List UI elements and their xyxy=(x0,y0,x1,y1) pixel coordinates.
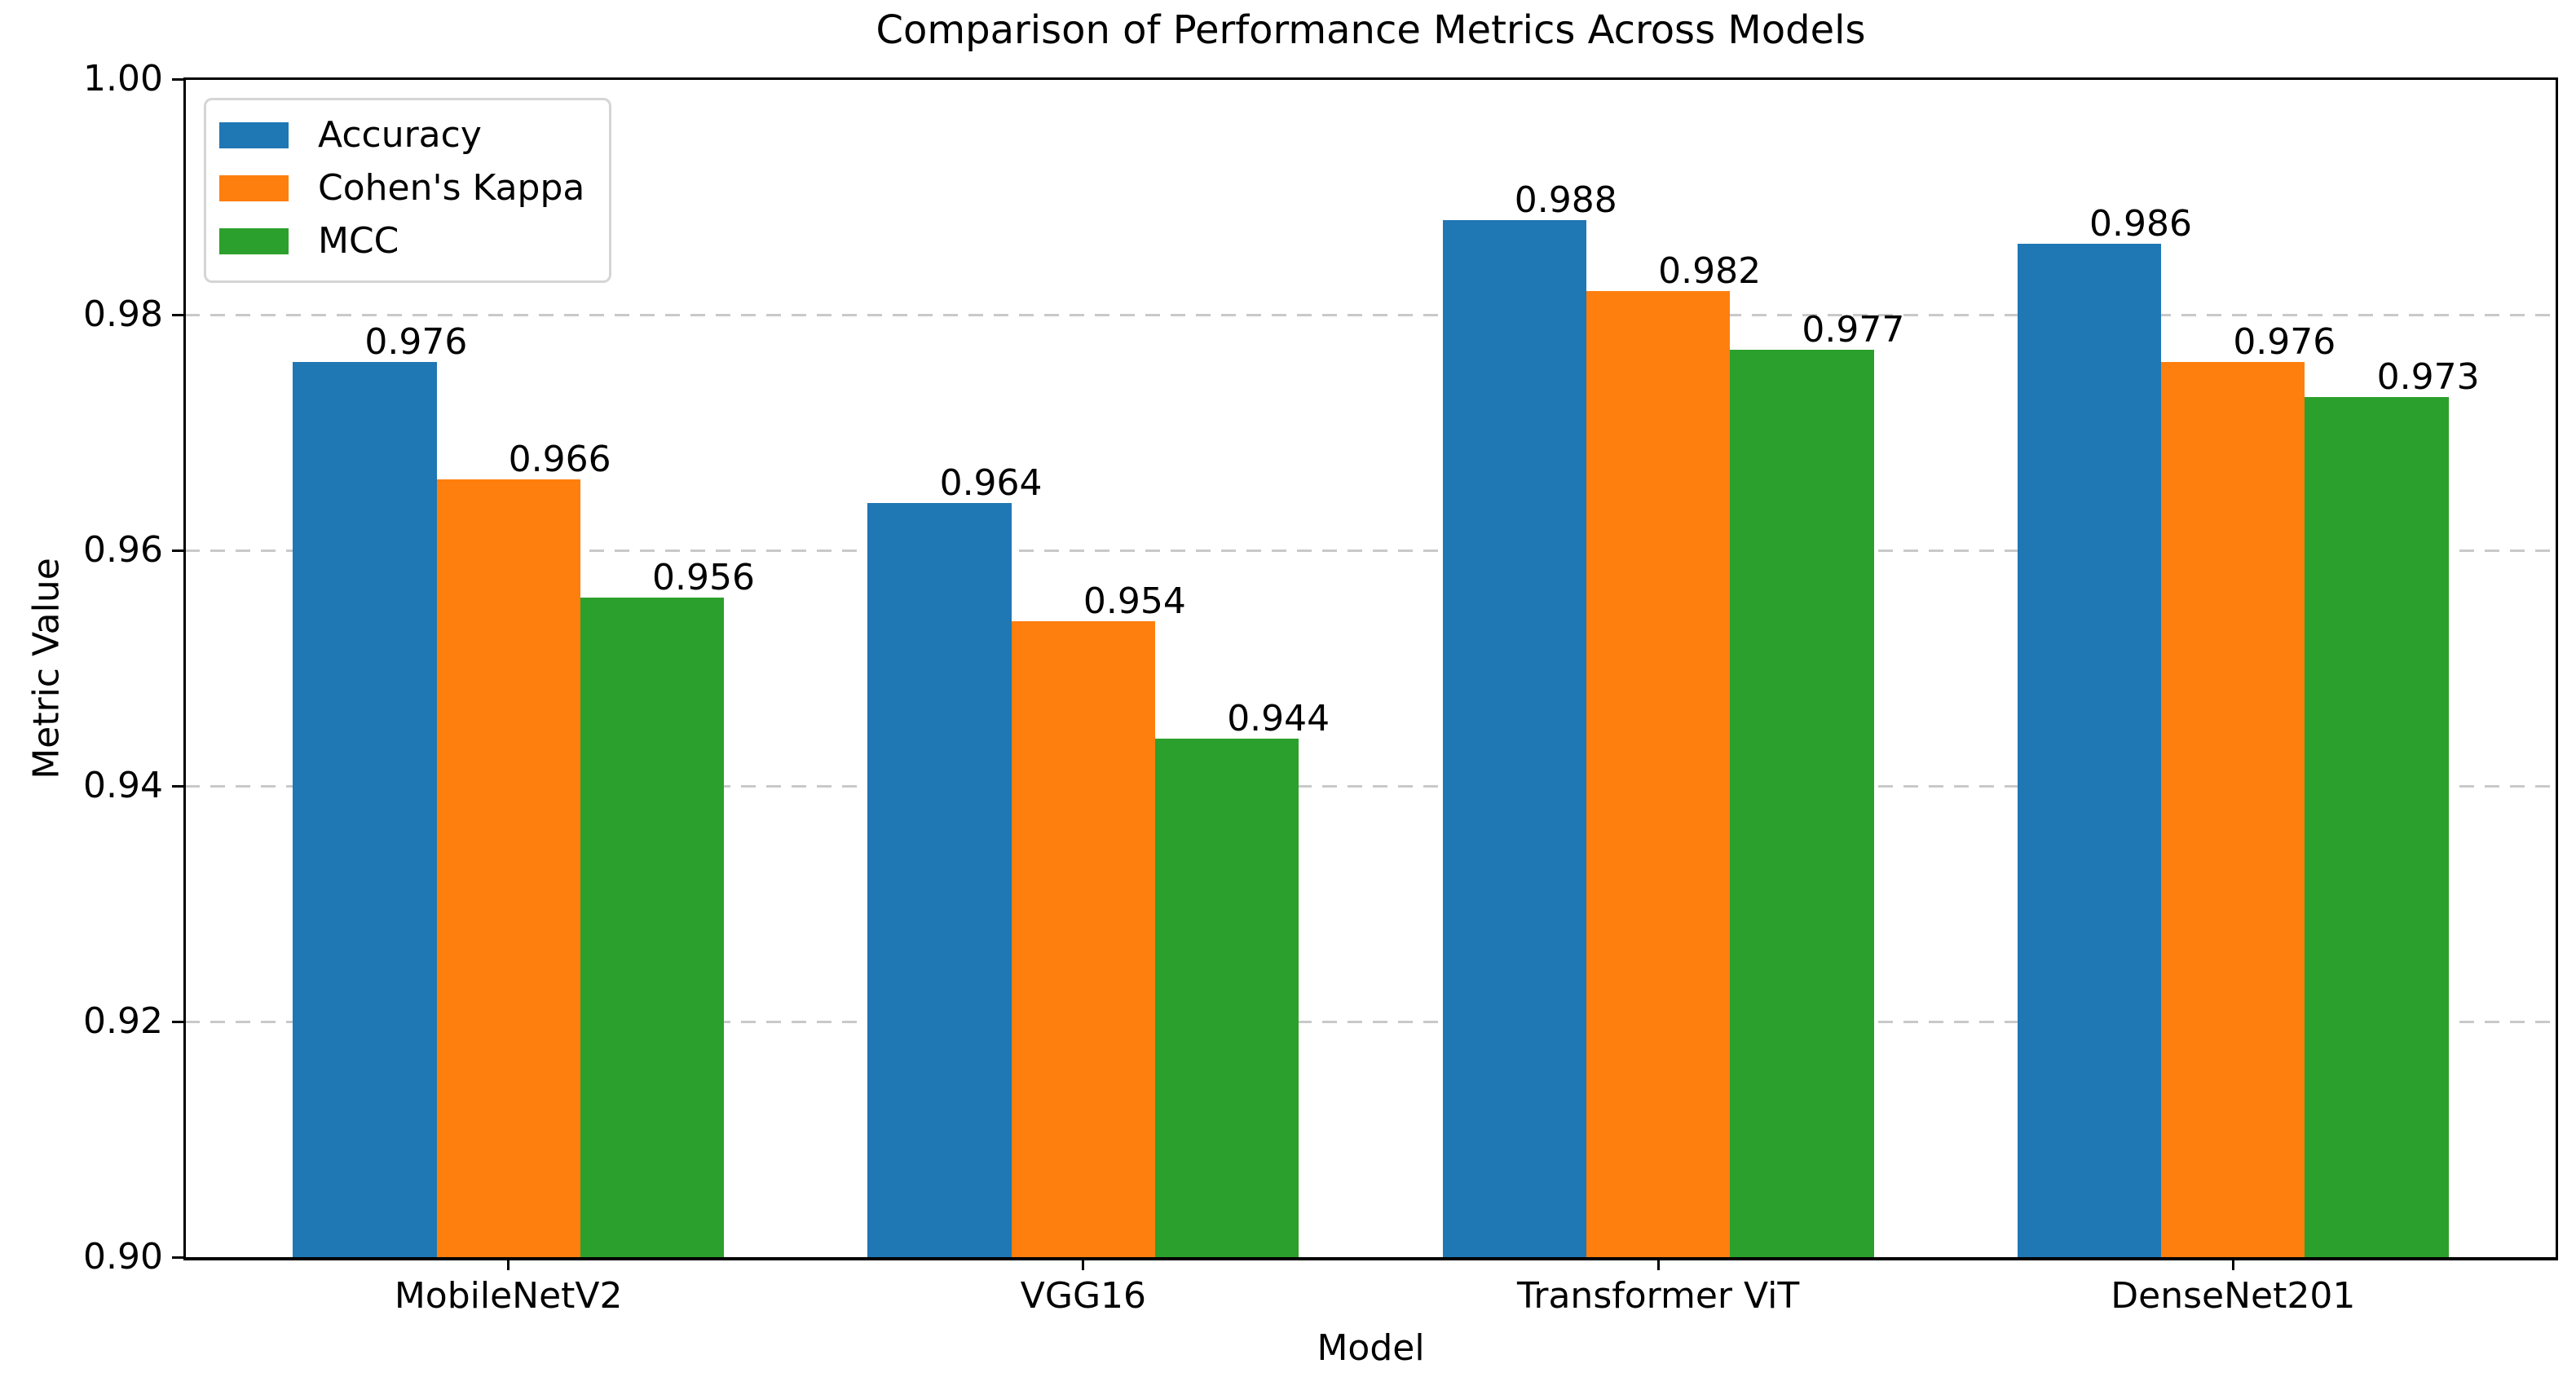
bar-value-label: 0.976 xyxy=(364,320,468,363)
bar-value-label: 0.982 xyxy=(1658,250,1762,293)
bar-accuracy-mobilenetv2 xyxy=(293,361,437,1257)
y-tick-mark xyxy=(172,313,185,316)
bar-mcc-densenet201 xyxy=(2305,397,2449,1257)
legend-label: Accuracy xyxy=(318,113,482,156)
bar-mcc-vgg16 xyxy=(1155,739,1299,1257)
x-tick-mark xyxy=(507,1257,510,1270)
x-tick-mark xyxy=(2231,1257,2234,1270)
bar-cohen-s-kappa-mobilenetv2 xyxy=(436,479,580,1257)
legend-swatch-mcc xyxy=(219,227,289,254)
x-tick-label-vgg16: VGG16 xyxy=(1020,1275,1147,1317)
bar-mcc-mobilenetv2 xyxy=(580,597,725,1257)
legend-swatch-accuracy xyxy=(219,121,289,148)
y-tick-label: 0.96 xyxy=(83,529,163,571)
plot-spine xyxy=(2556,77,2558,1259)
bar-accuracy-vgg16 xyxy=(867,503,1012,1257)
gridline xyxy=(185,549,2556,552)
legend-item-cohen-s-kappa: Cohen's Kappa xyxy=(219,161,584,214)
y-tick-label: 1.00 xyxy=(83,58,163,99)
x-axis-label: Model xyxy=(1317,1327,1425,1369)
gridline xyxy=(185,313,2556,316)
bar-cohen-s-kappa-transformer-vit xyxy=(1586,291,1731,1257)
legend-label: Cohen's Kappa xyxy=(318,166,585,209)
legend-item-mcc: MCC xyxy=(219,214,584,267)
gridline xyxy=(185,1020,2556,1023)
y-axis-label: Metric Value xyxy=(25,558,68,779)
bar-mcc-transformer-vit xyxy=(1730,350,1874,1257)
plot-spine xyxy=(183,77,186,1259)
bar-value-label: 0.986 xyxy=(2089,203,2192,245)
x-tick-label-transformer-vit: Transformer ViT xyxy=(1516,1275,1800,1317)
legend: Accuracy Cohen's Kappa MCC xyxy=(204,98,612,283)
y-tick-mark xyxy=(172,1256,185,1259)
legend-swatch-cohen-s-kappa xyxy=(219,174,289,201)
bar-value-label: 0.977 xyxy=(1802,309,1905,351)
bar-value-label: 0.964 xyxy=(939,462,1043,505)
legend-item-accuracy: Accuracy xyxy=(219,108,584,161)
x-tick-label-mobilenetv2: MobileNetV2 xyxy=(394,1275,623,1317)
x-tick-mark xyxy=(1656,1257,1660,1270)
plot-spine xyxy=(183,77,2558,80)
x-tick-label-densenet201: DenseNet201 xyxy=(2111,1275,2356,1317)
plot-spine xyxy=(183,1257,2558,1260)
gridline xyxy=(185,784,2556,788)
y-tick-mark xyxy=(172,1020,185,1023)
bar-accuracy-transformer-vit xyxy=(1442,220,1586,1257)
bar-cohen-s-kappa-vgg16 xyxy=(1011,620,1156,1257)
bar-value-label: 0.988 xyxy=(1514,179,1617,222)
bar-value-label: 0.956 xyxy=(651,556,755,598)
y-tick-label: 0.92 xyxy=(83,1000,163,1042)
y-tick-label: 0.98 xyxy=(83,293,163,335)
x-tick-mark xyxy=(1082,1257,1085,1270)
bar-value-label: 0.954 xyxy=(1083,580,1186,622)
y-tick-mark xyxy=(172,77,185,81)
y-tick-mark xyxy=(172,549,185,552)
bar-value-label: 0.973 xyxy=(2376,356,2480,399)
bar-value-label: 0.966 xyxy=(508,439,611,481)
bar-cohen-s-kappa-densenet201 xyxy=(2161,361,2305,1257)
y-tick-mark xyxy=(172,784,185,788)
legend-label: MCC xyxy=(318,219,399,262)
y-tick-label: 0.90 xyxy=(83,1236,163,1278)
bar-value-label: 0.944 xyxy=(1227,698,1330,740)
bar-accuracy-densenet201 xyxy=(2017,244,2162,1257)
bar-value-label: 0.976 xyxy=(2233,320,2336,363)
y-tick-label: 0.94 xyxy=(83,765,163,806)
chart-title: Comparison of Performance Metrics Across… xyxy=(876,7,1866,53)
